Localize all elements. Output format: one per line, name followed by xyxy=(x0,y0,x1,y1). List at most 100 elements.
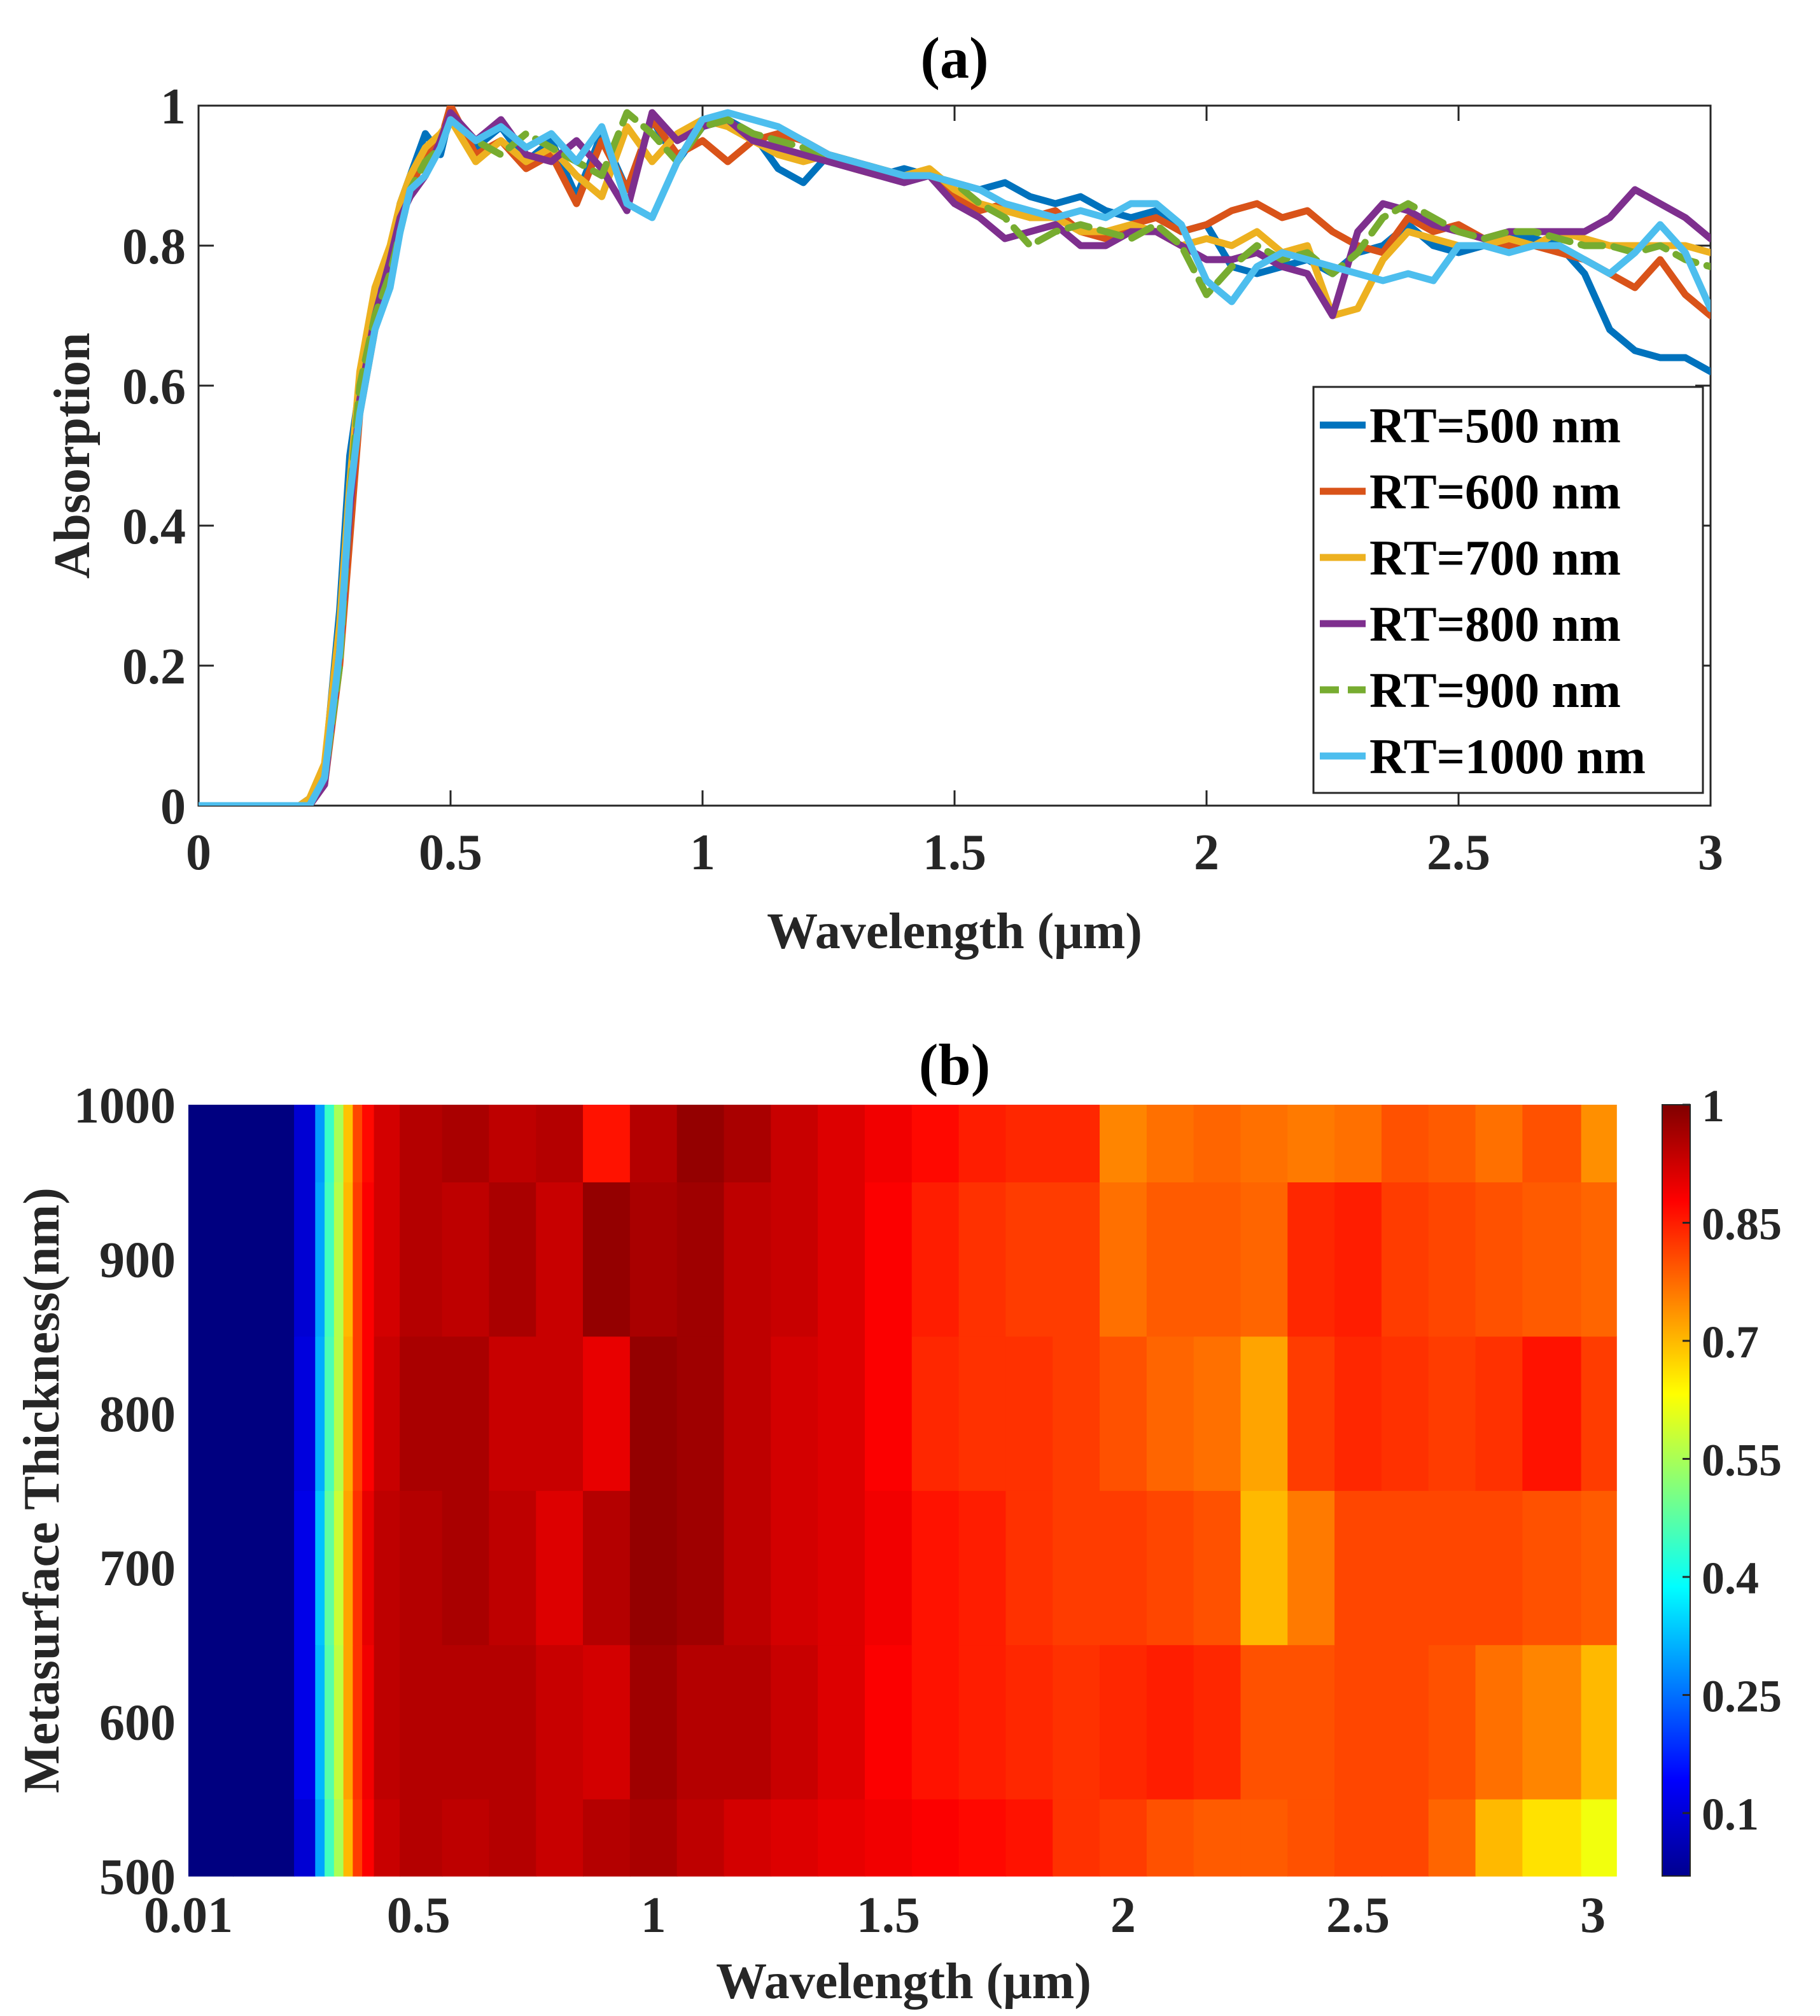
heatmap-cell xyxy=(374,1490,400,1646)
heatmap-cell xyxy=(583,1336,631,1491)
heatmap-cell xyxy=(1193,1182,1242,1337)
heatmap-cell xyxy=(911,1182,960,1337)
heatmap-cell xyxy=(1240,1182,1289,1337)
panel-b-x-tick-label: 3 xyxy=(1580,1887,1606,1943)
heatmap-cell xyxy=(333,1490,344,1646)
panel-b-x-tick-label: 1 xyxy=(641,1887,666,1943)
panel-a-x-tick-label: 1.5 xyxy=(923,825,986,881)
heatmap-cell xyxy=(771,1182,818,1337)
heatmap-cell xyxy=(958,1490,1007,1646)
heatmap-cell xyxy=(1005,1490,1054,1646)
heatmap-cell xyxy=(1334,1182,1382,1337)
heatmap-cell xyxy=(1381,1798,1429,1877)
panel-b-ticks: 0.01 0.5 1 1.5 2 2.5 3 500 600 700 800 900 1000 xyxy=(74,1078,1606,1943)
panel-a-y-axis-label: Absorption xyxy=(45,333,101,579)
heatmap-cell xyxy=(489,1336,537,1491)
heatmap-cell xyxy=(583,1644,631,1800)
heatmap-cell xyxy=(583,1105,631,1182)
heatmap-cell xyxy=(724,1490,772,1646)
heatmap-cell xyxy=(1193,1105,1242,1182)
heatmap-cell xyxy=(294,1798,316,1877)
heatmap-cell xyxy=(233,1105,295,1182)
heatmap-cell xyxy=(1193,1490,1242,1646)
heatmap-cell xyxy=(1428,1798,1476,1877)
heatmap-cell xyxy=(1053,1105,1100,1182)
panel-b-heatmap-cells xyxy=(188,1105,1617,1877)
heatmap-cell xyxy=(1475,1336,1523,1491)
heatmap-cell xyxy=(188,1490,234,1646)
colorbar-tick-label: 1 xyxy=(1702,1081,1725,1131)
heatmap-cell xyxy=(1240,1798,1289,1877)
legend-label-rt600: RT=600 nm xyxy=(1369,464,1621,519)
heatmap-cell xyxy=(489,1490,537,1646)
heatmap-cell xyxy=(958,1644,1007,1800)
heatmap-cell xyxy=(818,1182,865,1337)
heatmap-cell xyxy=(1381,1105,1429,1182)
heatmap-cell xyxy=(1100,1182,1147,1337)
heatmap-cell xyxy=(1428,1490,1476,1646)
heatmap-cell xyxy=(294,1105,316,1182)
heatmap-cell xyxy=(1193,1336,1242,1491)
heatmap-cell xyxy=(724,1798,772,1877)
heatmap-cell xyxy=(1581,1490,1617,1646)
heatmap-cell xyxy=(362,1490,375,1646)
heatmap-cell xyxy=(1100,1644,1147,1800)
legend-box xyxy=(1312,386,1704,794)
heatmap-cell xyxy=(536,1490,584,1646)
panel-a-title: (a) xyxy=(920,25,988,90)
heatmap-cell xyxy=(333,1105,344,1182)
legend-entry-rt1000: RT=1000 nm xyxy=(1320,729,1646,784)
heatmap-cell xyxy=(676,1182,725,1337)
heatmap-cell xyxy=(676,1490,725,1646)
heatmap-cell xyxy=(1522,1798,1582,1877)
heatmap-cell xyxy=(343,1336,354,1491)
heatmap-cell xyxy=(353,1490,363,1646)
legend-label-rt1000: RT=1000 nm xyxy=(1369,729,1646,784)
legend-label-rt800: RT=800 nm xyxy=(1369,596,1621,652)
heatmap-cell xyxy=(1581,1105,1617,1182)
heatmap-cell xyxy=(536,1798,584,1877)
heatmap-cell xyxy=(333,1644,344,1800)
heatmap-cell xyxy=(818,1798,865,1877)
heatmap-cell xyxy=(1581,1182,1617,1337)
heatmap-cell xyxy=(864,1490,913,1646)
panel-b-x-tick-label: 0.01 xyxy=(144,1887,233,1943)
heatmap-cell xyxy=(911,1336,960,1491)
heatmap-cell xyxy=(629,1798,678,1877)
panel-a-legend: RT=500 nm RT=600 nm RT=700 nm RT=800 nm … xyxy=(1312,386,1704,794)
heatmap-cell xyxy=(1581,1336,1617,1491)
heatmap-cell xyxy=(362,1798,375,1877)
heatmap-cell xyxy=(1146,1336,1194,1491)
legend-entry-rt800: RT=800 nm xyxy=(1320,596,1621,652)
heatmap-cell xyxy=(315,1336,325,1491)
heatmap-cell xyxy=(315,1105,325,1182)
heatmap-cell xyxy=(333,1798,344,1877)
heatmap-cell xyxy=(1193,1644,1242,1800)
panel-a-ticks: 0 0.5 1 1.5 2 2.5 3 0 0.2 0.4 0.6 0.8 1 xyxy=(122,79,1723,881)
legend-label-rt500: RT=500 nm xyxy=(1369,398,1621,453)
heatmap-cell xyxy=(1146,1490,1194,1646)
heatmap-cell xyxy=(818,1490,865,1646)
heatmap-cell xyxy=(818,1105,865,1182)
heatmap-cell xyxy=(864,1336,913,1491)
heatmap-cell xyxy=(1334,1644,1382,1800)
heatmap-cell xyxy=(724,1336,772,1491)
panel-b-y-tick-label: 1000 xyxy=(74,1078,176,1134)
heatmap-cell xyxy=(233,1798,295,1877)
panel-b-y-tick-label: 700 xyxy=(99,1541,176,1597)
heatmap-cell xyxy=(353,1105,363,1182)
heatmap-cell xyxy=(343,1490,354,1646)
panel-a-x-tick-label: 1 xyxy=(690,825,715,881)
heatmap-cell xyxy=(1053,1490,1100,1646)
panel-a-y-tick-label: 0.6 xyxy=(122,359,186,415)
heatmap-cell xyxy=(676,1644,725,1800)
heatmap-cell xyxy=(1240,1105,1289,1182)
heatmap-cell xyxy=(864,1182,913,1337)
heatmap-cell xyxy=(676,1105,725,1182)
heatmap-cell xyxy=(353,1182,363,1337)
heatmap-cell xyxy=(442,1105,490,1182)
heatmap-cell xyxy=(1287,1644,1335,1800)
heatmap-cell xyxy=(676,1336,725,1491)
heatmap-cell xyxy=(911,1798,960,1877)
